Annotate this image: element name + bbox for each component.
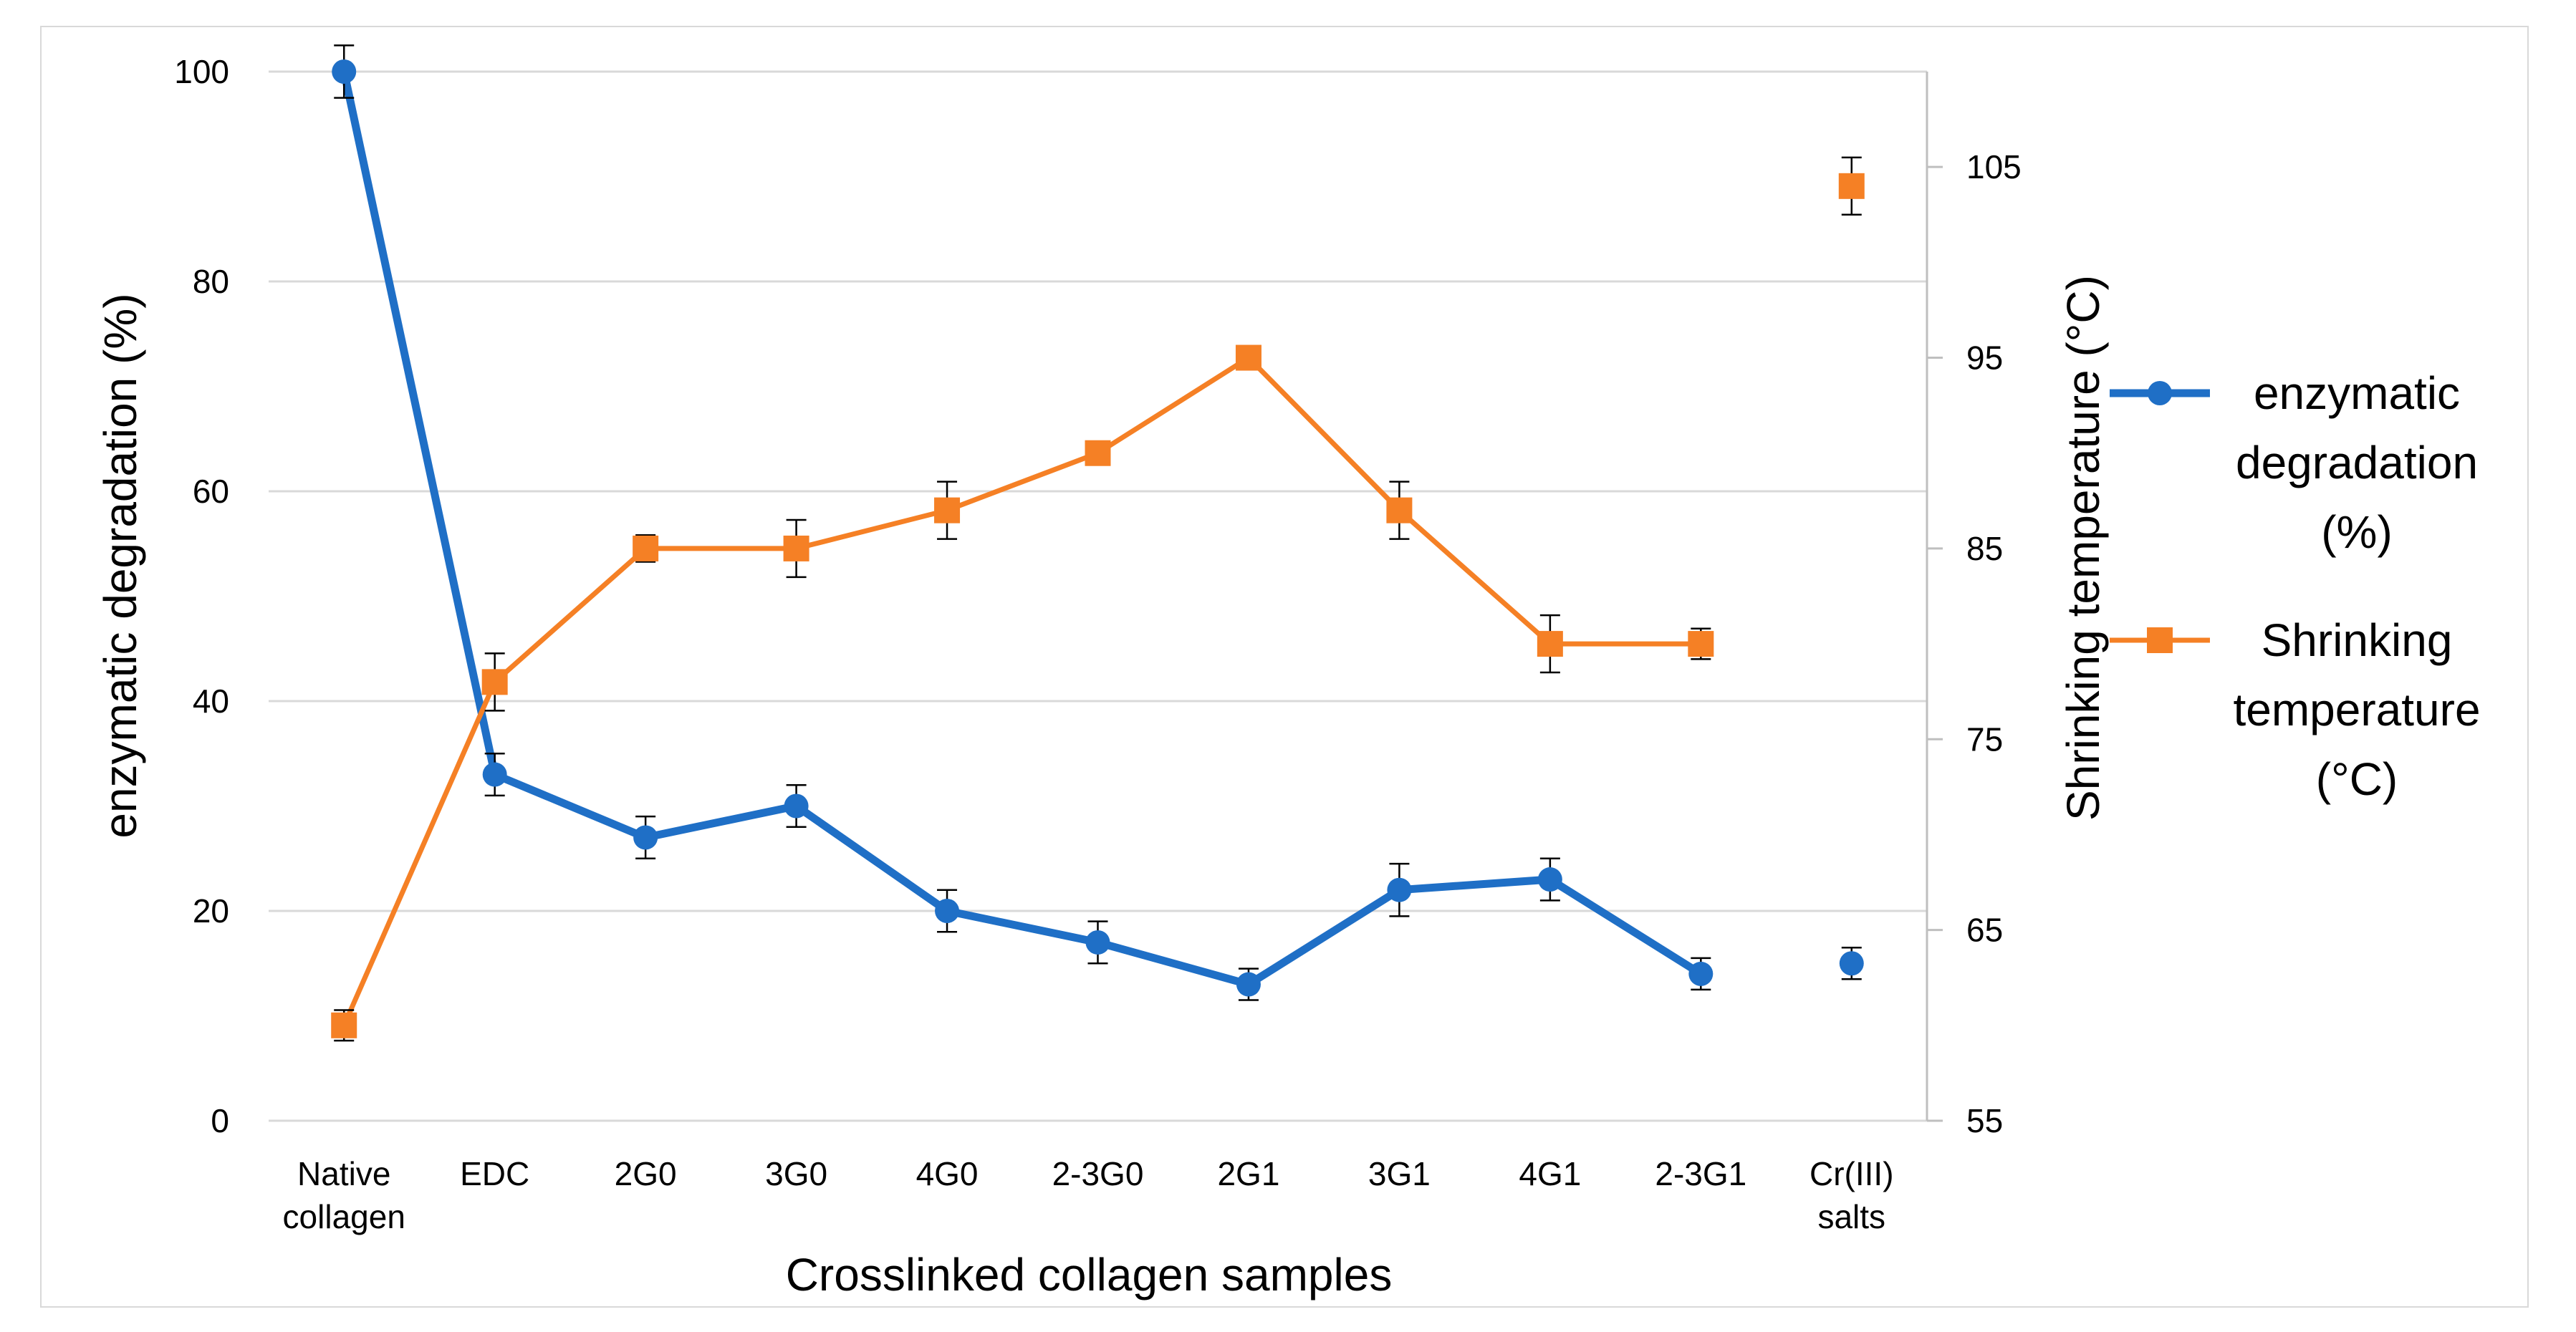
legend-marker-1: [2147, 627, 2173, 653]
data-point-0-7: [1387, 877, 1412, 902]
data-point-1-9: [1688, 631, 1714, 657]
category-label-0-1: collagen: [283, 1198, 405, 1235]
left-axis-ticks: 0 20 40 60 80 100: [174, 53, 229, 1139]
data-point-0-4: [935, 899, 960, 923]
left-axis-title: enzymatic degradation (%): [95, 293, 146, 838]
gridlines: [269, 70, 1927, 912]
data-point-0-0: [332, 59, 357, 84]
data-point-0-3: [784, 793, 809, 819]
category-label-4: 4G0: [916, 1155, 979, 1192]
data-point-1-1: [481, 669, 508, 695]
right-tick-label-85: 85: [1966, 530, 2003, 567]
legend-label-1-0: Shrinking: [2262, 614, 2453, 666]
left-tick-label-60: 60: [193, 473, 229, 510]
chart-frame: [40, 26, 2529, 1308]
right-tick-label-65: 65: [1966, 912, 2003, 949]
category-label-10-0: Cr(III): [1810, 1155, 1894, 1192]
data-point-1-7: [1386, 497, 1413, 523]
right-tick-label-75: 75: [1966, 720, 2003, 758]
legend-marker-0: [2148, 381, 2172, 405]
legend-entry-0: enzymatic degradation (%): [2110, 367, 2478, 558]
data-point-1-5: [1085, 440, 1111, 466]
data-point-0-9: [1688, 961, 1714, 986]
data-point-1-10: [1838, 173, 1865, 199]
right-axis-title: Shrinking temperature (°C): [2057, 275, 2109, 821]
left-tick-label-20: 20: [193, 892, 229, 930]
axes: [269, 72, 1928, 1122]
category-label-1: EDC: [460, 1155, 529, 1192]
category-label-9: 2-3G1: [1655, 1155, 1746, 1192]
series-line-0: [340, 70, 1703, 989]
data-point-1-4: [934, 497, 961, 523]
legend-label-1-1: temperature: [2233, 684, 2480, 735]
category-labels: Native collagen EDC 2G0 3G0 4G0 2-3G0 2G1 3G1 4G1…: [283, 1155, 1894, 1235]
x-axis-title: Crosslinked collagen samples: [786, 1249, 1393, 1300]
left-tick-label-0: 0: [211, 1102, 229, 1139]
category-label-5: 2-3G0: [1052, 1155, 1144, 1192]
data-point-1-6: [1235, 344, 1261, 371]
category-label-0-0: Native: [297, 1155, 390, 1192]
right-axis-ticks: 55 65 75 85 95 105: [1927, 148, 2022, 1139]
legend-label-0-1: degradation: [2236, 437, 2478, 488]
data-point-0-10: [1839, 951, 1864, 976]
category-label-6: 2G1: [1217, 1155, 1279, 1192]
series: [331, 44, 1865, 1042]
series-0: [332, 44, 1864, 1001]
data-point-0-5: [1085, 930, 1110, 955]
series-line-1: [342, 355, 1701, 1027]
category-label-2: 2G0: [615, 1155, 677, 1192]
data-point-0-6: [1236, 972, 1261, 997]
right-tick-label-95: 95: [1966, 339, 2003, 377]
data-point-1-8: [1537, 631, 1563, 657]
left-tick-label-40: 40: [193, 682, 229, 720]
legend-label-0-2: (%): [2321, 506, 2393, 558]
category-label-10-1: salts: [1817, 1198, 1885, 1235]
data-point-1-2: [633, 535, 659, 561]
category-label-3: 3G0: [765, 1155, 827, 1192]
right-tick-label-105: 105: [1966, 148, 2022, 185]
data-point-0-2: [633, 825, 658, 850]
series-1: [331, 156, 1865, 1042]
left-tick-label-80: 80: [193, 263, 229, 300]
data-point-1-0: [331, 1012, 357, 1038]
right-tick-label-55: 55: [1966, 1102, 2003, 1139]
data-point-1-3: [783, 535, 809, 561]
category-label-7: 3G1: [1368, 1155, 1431, 1192]
legend: enzymatic degradation (%) Shrinking temperat…: [2110, 367, 2481, 805]
data-point-0-1: [482, 762, 507, 787]
category-label-8: 4G1: [1519, 1155, 1581, 1192]
legend-label-0-0: enzymatic: [2254, 367, 2460, 419]
left-tick-label-100: 100: [174, 53, 229, 90]
data-point-0-8: [1537, 867, 1562, 892]
legend-label-1-2: (°C): [2316, 753, 2398, 805]
legend-entry-1: Shrinking temperature (°C): [2110, 614, 2481, 805]
